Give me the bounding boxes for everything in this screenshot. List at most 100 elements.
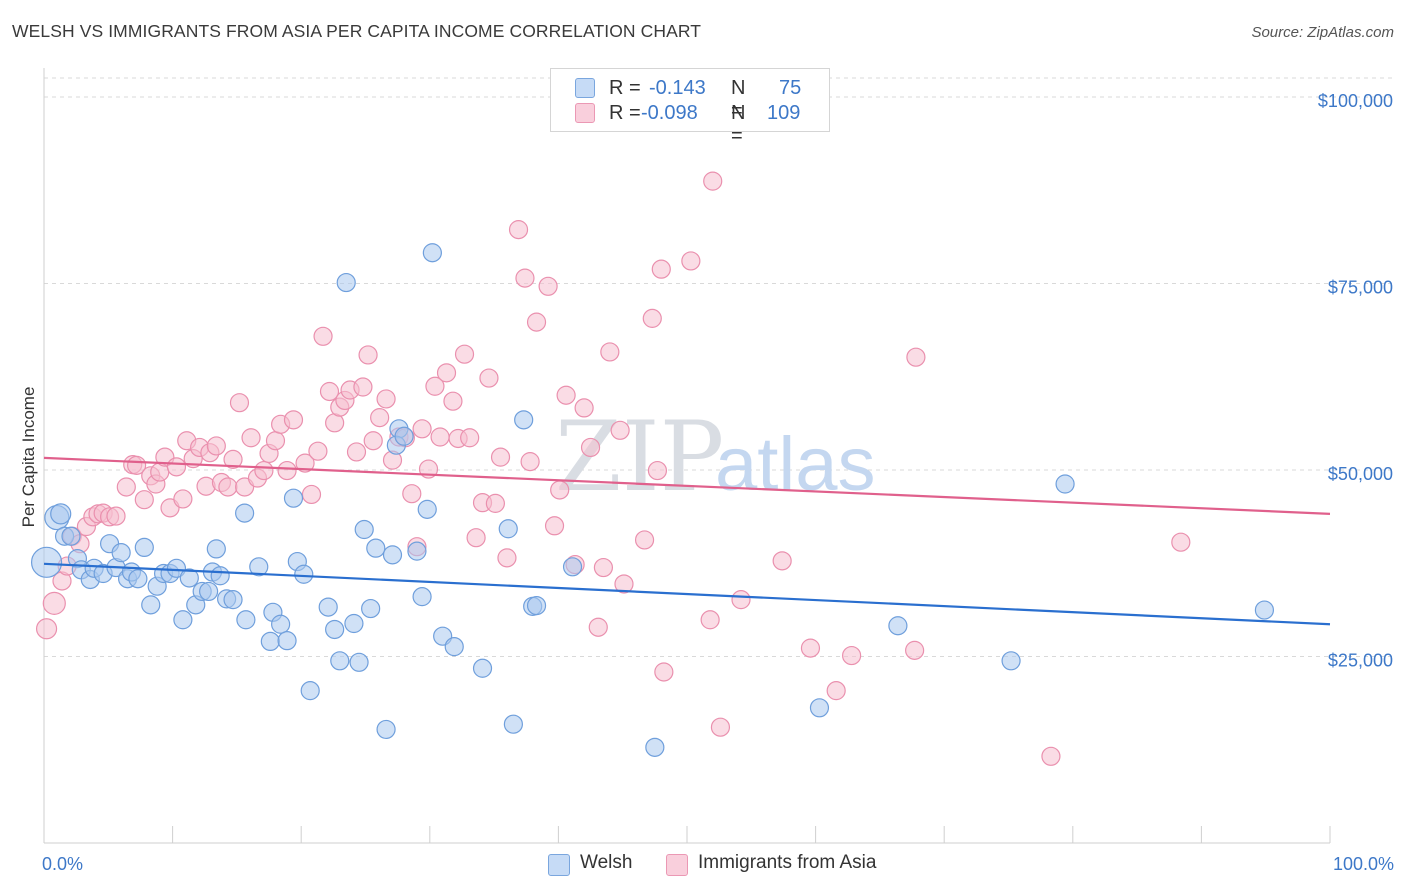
welsh-point [318, 597, 338, 617]
asia-point [166, 457, 187, 477]
asia-trend-line [43, 456, 1331, 515]
welsh-point [294, 564, 314, 584]
asia-point [277, 460, 297, 481]
x-tick-label-min: 0.0% [42, 854, 83, 874]
asia-point [376, 389, 396, 409]
asia-point [358, 345, 378, 365]
welsh-point [236, 610, 256, 630]
welsh-legend-label: Welsh [580, 852, 633, 873]
chart-title: WELSH VS IMMIGRANTS FROM ASIA PER CAPITA… [12, 21, 702, 41]
welsh-point [330, 651, 350, 671]
asia-point [842, 645, 862, 666]
asia-point [301, 484, 322, 505]
asia-point [731, 590, 751, 610]
legend-r-label: R = [609, 77, 641, 99]
asia-point [544, 516, 565, 536]
asia-point [223, 449, 243, 469]
asia-point [319, 381, 340, 402]
axes [43, 68, 1331, 844]
asia-point [241, 428, 261, 448]
asia-point [265, 431, 286, 451]
asia-point [1171, 532, 1191, 552]
asia-point [772, 551, 792, 571]
asia-point [588, 617, 608, 637]
welsh-point [50, 503, 72, 525]
asia-point [520, 452, 540, 472]
welsh-point [277, 631, 297, 651]
legend-n-label: N = [731, 77, 746, 122]
asia-point [550, 480, 570, 500]
welsh-point [1001, 651, 1021, 671]
asia-point [826, 681, 846, 701]
legend-r-label: R = [609, 102, 641, 124]
asia-point [600, 342, 620, 362]
asia-point [580, 437, 601, 458]
asia-point [526, 312, 547, 332]
asia-point [466, 528, 486, 548]
asia-point [295, 453, 315, 473]
asia-point [515, 268, 535, 288]
y-tick-label: $25,000 [1328, 651, 1393, 671]
source-label: Source: ZipAtlas.com [1251, 24, 1394, 41]
welsh-point [271, 614, 291, 634]
y-tick-labels: $25,000 $50,000 $75,000 $100,000 [1318, 91, 1393, 671]
welsh-legend-swatch [548, 854, 570, 876]
welsh-point [223, 590, 243, 610]
legend-r-value: -0.143 [649, 77, 706, 99]
welsh-point [1055, 474, 1075, 494]
welsh-point [354, 519, 374, 540]
asia-point [134, 490, 154, 510]
asia-point [647, 460, 668, 481]
asia-point [229, 393, 250, 413]
welsh-point [376, 719, 396, 740]
welsh-point [30, 546, 63, 578]
welsh-point [361, 598, 381, 619]
watermark-atlas: atlas [715, 422, 876, 507]
asia-point [538, 276, 558, 296]
welsh-point [111, 543, 131, 563]
welsh-point [382, 545, 403, 565]
asia-point [402, 484, 422, 504]
asia-point [700, 610, 720, 630]
asia-point [425, 376, 445, 396]
y-axis-label: Per Capita Income [19, 387, 38, 528]
legend-r-value: -0.098 [641, 102, 698, 124]
welsh-point [498, 519, 518, 539]
welsh-point [394, 426, 414, 446]
asia-point [490, 447, 511, 467]
asia-swatch [575, 103, 595, 123]
asia-point [42, 591, 66, 615]
welsh-point [61, 526, 81, 546]
asia-point [1041, 746, 1061, 766]
asia-point [710, 717, 731, 737]
welsh-point [134, 537, 154, 558]
asia-point [353, 377, 373, 397]
asia-point [308, 441, 328, 461]
welsh-point [514, 410, 534, 430]
asia-point [412, 419, 432, 439]
welsh-point [128, 569, 148, 589]
asia-point [642, 308, 662, 328]
welsh-point [336, 272, 356, 293]
asia-point [363, 431, 383, 451]
welsh-point [645, 737, 665, 757]
asia-point [430, 427, 450, 447]
welsh-point [503, 714, 523, 734]
asia-point [654, 662, 674, 682]
asia-point [905, 640, 925, 660]
welsh-point [417, 499, 437, 519]
asia-point [508, 220, 529, 240]
welsh-point [179, 568, 199, 588]
asia-point [206, 436, 226, 456]
welsh-point [235, 503, 255, 523]
welsh-points [30, 243, 1275, 757]
asia-point [106, 506, 126, 526]
welsh-point [472, 658, 493, 678]
asia-point [313, 326, 333, 346]
asia-point [173, 489, 193, 509]
asia-point [35, 618, 58, 640]
welsh-point [173, 610, 193, 630]
y-tick-label: $100,000 [1318, 91, 1393, 111]
welsh-trend-line [43, 562, 1331, 626]
